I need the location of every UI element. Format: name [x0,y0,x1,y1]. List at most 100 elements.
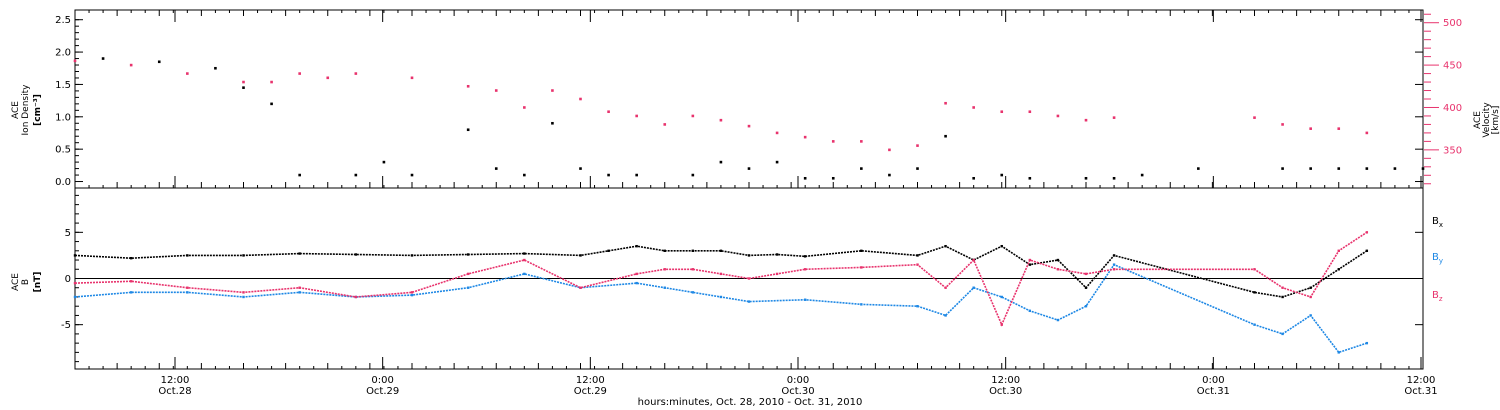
legend-label: By [1432,252,1443,265]
density-point [1393,167,1397,170]
point-bz [1309,295,1312,299]
point-bx [663,249,666,252]
density-point [270,102,273,106]
point-by [1084,305,1088,308]
point-by [663,286,666,289]
density-ytick-label: 0.0 [55,177,71,188]
top-data-points [73,57,1425,180]
density-point [551,121,554,125]
velocity-point [916,144,919,147]
velocity-point [1112,116,1116,119]
x-tick-date: Oct.29 [574,386,607,397]
density-point [1112,176,1116,180]
point-bz [803,268,807,271]
velocity-point [1000,110,1004,114]
point-bz [129,280,133,283]
point-bz [1028,258,1032,262]
density-point [523,173,526,177]
density-point [775,160,779,164]
point-by [1337,351,1340,354]
point-bz [691,268,695,271]
point-bz [1281,286,1284,289]
series-line-by [74,263,1368,354]
density-point [719,160,723,164]
density-point [888,173,891,177]
point-bz [466,272,470,276]
point-bz [972,258,975,262]
density-point [494,167,498,170]
velocity-point [129,63,133,67]
point-by [1365,341,1369,345]
point-by [972,286,975,289]
velocity-point [494,89,498,92]
x-tick-date: Oct.31 [1404,386,1437,397]
point-bx [607,249,610,252]
point-bx [73,254,77,257]
point-bx [803,255,807,258]
density-ylabel-ace: ACE [11,101,21,119]
x-tick-date: Oct.30 [781,386,814,397]
velocity-point [803,135,807,139]
density-point [466,128,470,132]
point-bz [1084,272,1088,276]
point-bz [1337,249,1340,252]
velocity-ylabel-name: Velocity [1482,102,1492,138]
point-bz [1000,323,1003,326]
velocity-point [635,114,638,118]
b-ylabel-ace: ACE [11,273,21,291]
point-bx [1365,249,1369,252]
point-bx [1281,295,1284,299]
velocity-point [298,72,301,75]
velocity-point [860,140,863,143]
velocity-point [523,106,526,109]
point-by [691,291,695,294]
point-by [1000,295,1003,299]
density-point [157,60,161,64]
velocity-point [663,123,667,126]
point-bx [1084,286,1088,289]
velocity-point [1084,118,1088,122]
density-ylabel-unit: [cm⁻³] [33,94,43,126]
velocity-point [270,80,273,84]
point-by [466,286,470,289]
velocity-point [1281,123,1284,126]
velocity-point [972,106,975,109]
velocity-point [1337,127,1341,130]
point-by [860,303,863,306]
x-tick-time: 0:00 [787,375,809,386]
density-ytick-label: 1.0 [55,112,71,123]
velocity-point [888,148,891,152]
density-point [1084,176,1088,180]
b-ylabel-name: B [21,279,31,285]
density-point [916,167,919,170]
point-bz [635,272,638,276]
x-tick-date: Oct.29 [366,386,399,397]
density-point [972,176,975,180]
point-by [410,293,414,297]
density-point [944,134,947,138]
point-bx [579,254,582,257]
velocity-point [719,118,723,122]
velocity-ytick-label: 450 [1443,61,1462,72]
x-axis-label: hours:minutes, Oct. 28, 2010 - Oct. 31, … [638,397,863,408]
b-ytick-label: 5 [65,228,71,239]
top-right-axis: 350 400 450 500 [1424,13,1462,185]
point-by [1028,309,1032,313]
point-by [523,272,526,276]
velocity-point [551,89,554,92]
density-point [1197,167,1200,170]
top-panel: 0.0 0.5 1.0 1.5 2.0 2.5 350 400 450 500 ACE Ion … [11,9,1500,189]
x-tick-date: Oct.31 [1197,386,1230,397]
point-bz [860,266,863,269]
point-bz [1112,268,1116,271]
point-bx [1253,291,1256,294]
bottom-data-points [73,231,1369,354]
b-ytick-label: 0 [65,274,71,285]
point-bx [747,254,751,257]
point-bx [944,244,947,248]
b-legend: Bx By Bz [1432,216,1443,303]
point-bz [1056,268,1060,271]
density-ytick-label: 2.0 [55,48,71,59]
point-bx [916,254,919,257]
point-bz [523,258,526,262]
